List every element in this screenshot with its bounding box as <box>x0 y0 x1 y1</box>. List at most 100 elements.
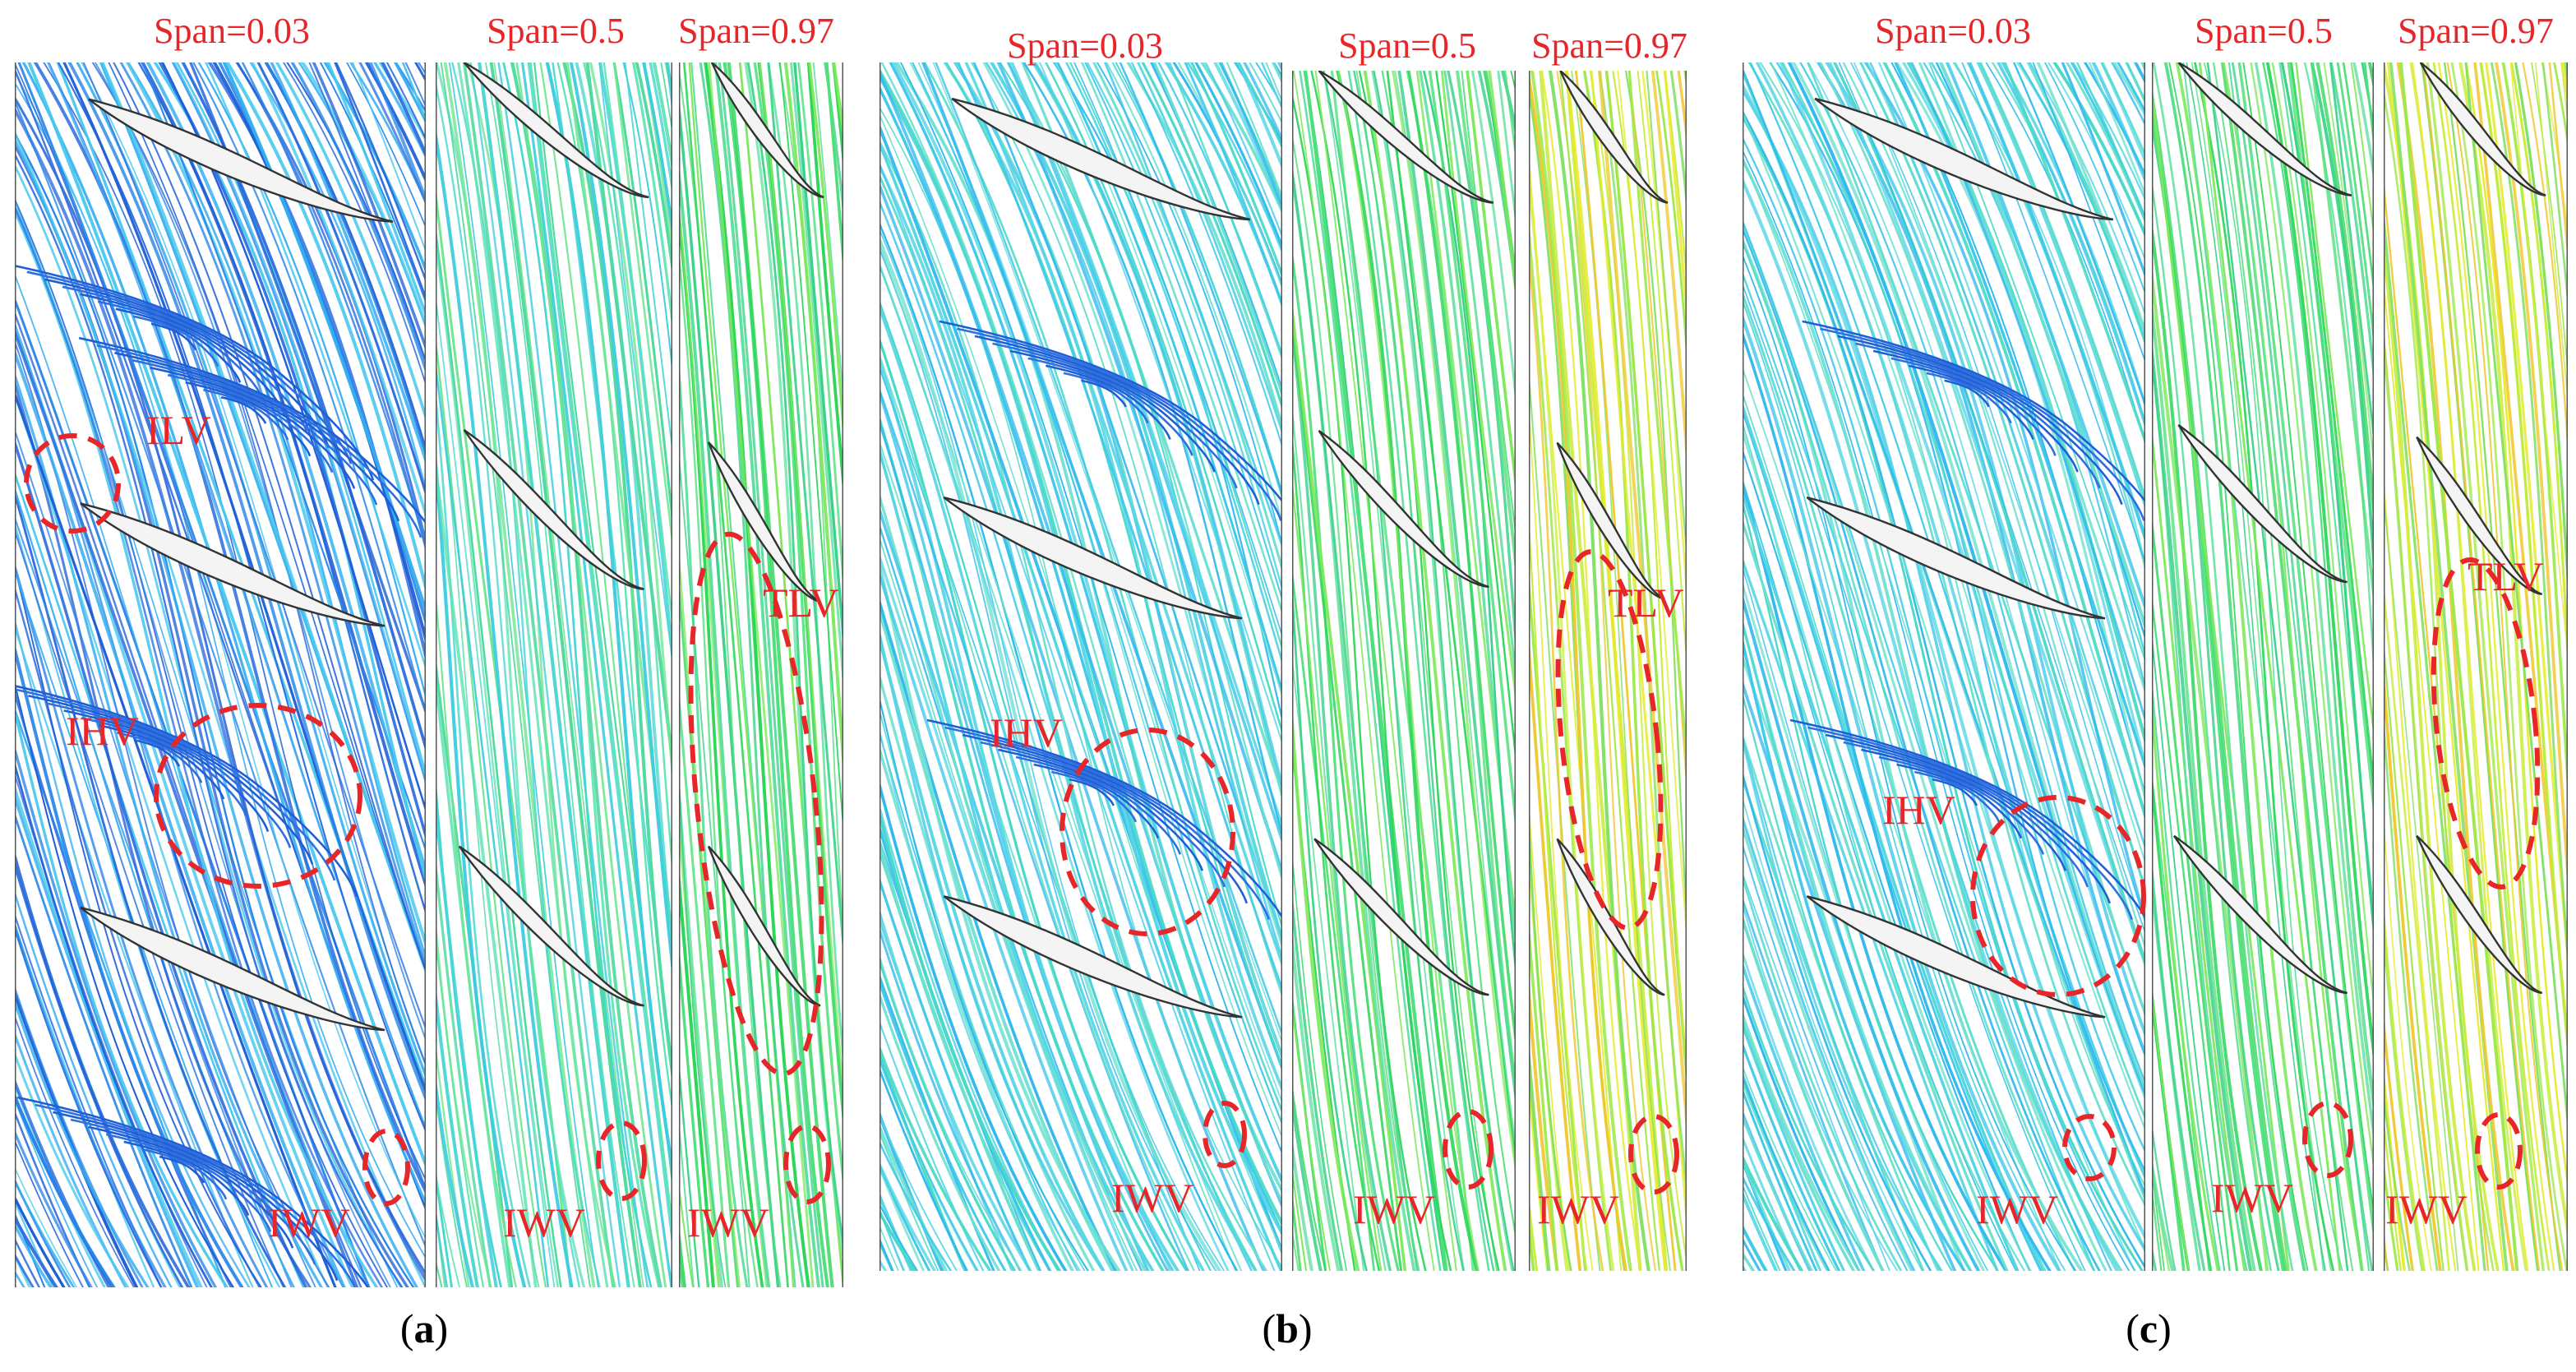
streamline <box>879 355 1180 1271</box>
streamline <box>207 62 426 663</box>
blade-profile <box>951 97 1251 221</box>
streamline <box>879 953 1023 1271</box>
streamline <box>879 1066 969 1271</box>
streamline <box>1787 62 2145 1097</box>
streamline <box>2323 62 2374 472</box>
streamline <box>15 1030 127 1287</box>
streamline <box>1084 62 1282 603</box>
streamline <box>1743 1087 1818 1271</box>
streamline <box>15 515 293 1287</box>
streamline <box>2509 62 2568 675</box>
streamline <box>1952 62 2145 567</box>
streamline <box>1985 62 2145 447</box>
streamline <box>1928 62 2145 663</box>
streamline <box>1064 62 1282 666</box>
streamline <box>879 596 1118 1271</box>
streamline <box>15 811 193 1287</box>
blade-profile <box>2416 436 2543 595</box>
streamline <box>15 1014 135 1287</box>
streamline <box>679 940 710 1287</box>
streamline <box>879 235 1222 1271</box>
streamline <box>1055 62 1282 696</box>
streamline <box>2384 575 2450 1271</box>
streamline <box>2152 344 2248 1271</box>
streamline <box>1953 62 2145 572</box>
panel-c-span-05 <box>2152 62 2374 1271</box>
panel-a-span-05 <box>436 62 672 1287</box>
streamline <box>1073 62 1282 639</box>
streamline <box>1529 924 1558 1271</box>
streamline <box>1743 427 2032 1271</box>
streamline <box>249 62 426 494</box>
streamline <box>15 379 312 1287</box>
blade-profile <box>943 895 1243 1019</box>
streamline <box>679 762 727 1287</box>
streamline <box>436 291 556 1287</box>
streamline <box>1863 62 2145 926</box>
streamline <box>1186 62 1282 255</box>
streamline <box>1529 400 1594 1271</box>
streamline <box>1743 109 2145 1270</box>
streamline <box>1052 62 1282 724</box>
streamline <box>189 62 426 717</box>
streamline <box>67 62 426 1103</box>
streamline <box>879 243 1243 1271</box>
streamline <box>462 62 616 1287</box>
streamline <box>806 62 843 501</box>
streamline <box>1743 1077 1830 1271</box>
streamline <box>879 413 1165 1271</box>
streamline <box>2012 62 2145 409</box>
streamline <box>679 543 741 1287</box>
streamline <box>1780 62 2145 1121</box>
streamline <box>2029 62 2145 317</box>
streamline <box>15 912 163 1287</box>
subfigure-label-b: (b) <box>1262 1305 1313 1351</box>
streamline <box>1292 312 1403 1271</box>
streamline <box>436 930 485 1287</box>
streamline <box>290 62 426 375</box>
streamline <box>436 124 574 1287</box>
blade-profile <box>2173 834 2347 995</box>
streamline <box>1422 71 1516 980</box>
streamline <box>679 571 739 1287</box>
streamline <box>497 62 649 1287</box>
streamline <box>1743 872 1903 1271</box>
streamline <box>15 371 324 1287</box>
streamline <box>2384 486 2459 1271</box>
annotation-iwv-b-1: IWV <box>1111 1175 1193 1221</box>
streamline <box>15 163 403 1287</box>
streamline <box>1743 1065 1838 1271</box>
streamline <box>335 62 426 284</box>
streamline <box>1910 62 2145 724</box>
blade-profile <box>458 845 644 1007</box>
streamline <box>879 907 1032 1271</box>
streamline <box>1646 71 1687 559</box>
streamline <box>1743 330 2052 1271</box>
streamline <box>2384 809 2432 1271</box>
streamline <box>2495 62 2568 894</box>
streamline <box>15 568 274 1287</box>
streamline <box>679 863 715 1287</box>
streamline <box>879 105 1282 1269</box>
streamline <box>1529 510 1588 1271</box>
streamline <box>642 62 672 259</box>
streamline <box>15 760 214 1287</box>
streamline <box>1617 71 1687 945</box>
streamline <box>1292 71 1435 1271</box>
streamline <box>879 926 1023 1271</box>
blade-profile <box>80 502 385 627</box>
streamline <box>1177 62 1282 291</box>
annotation-iwv-b-2: IWV <box>1353 1186 1435 1232</box>
streamline <box>793 62 843 654</box>
streamline <box>879 173 1258 1271</box>
streamline <box>15 129 426 1287</box>
streamline <box>1743 236 2084 1271</box>
streamline <box>879 977 1007 1271</box>
streamline <box>1292 1080 1327 1271</box>
streamline <box>1045 62 1282 737</box>
streamline <box>972 62 1282 943</box>
streamline <box>879 570 1129 1271</box>
streamline <box>1115 62 1282 496</box>
streamline <box>879 220 1239 1271</box>
streamline <box>552 62 672 1075</box>
